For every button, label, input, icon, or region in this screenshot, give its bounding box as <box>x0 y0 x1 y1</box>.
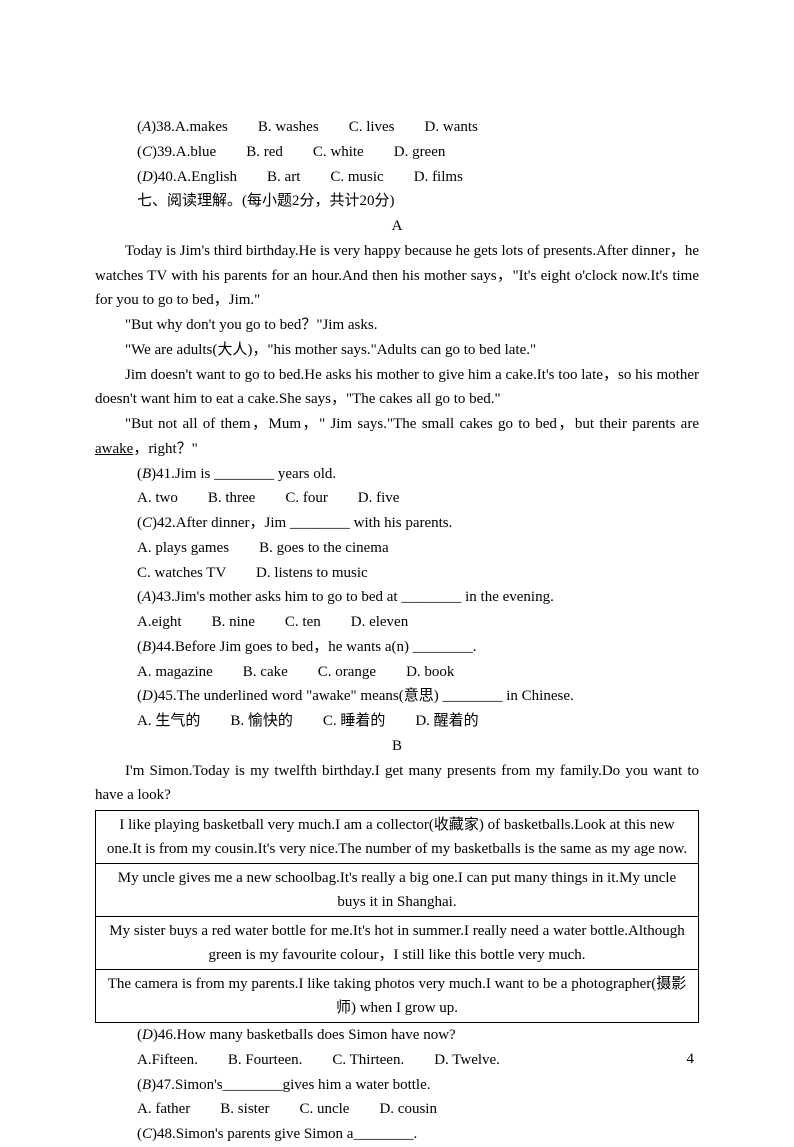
awake-word: awake <box>95 441 133 457</box>
section-7-title: 七、阅读理解。(每小题2分，共计20分) <box>95 189 699 214</box>
q47-ans: B <box>142 1077 151 1093</box>
passage-a-p5b: ，right？" <box>133 441 197 457</box>
q47-opts: A. father B. sister C. uncle D. cousin <box>95 1097 699 1122</box>
q41-opts: A. two B. three C. four D. five <box>95 486 699 511</box>
q38-a: )38.A.makes <box>151 119 228 135</box>
q42-opts2: C. watches TV D. listens to music <box>95 561 699 586</box>
passage-a-p2: "But why don't you go to bed？"Jim asks. <box>95 313 699 338</box>
passage-b-intro: I'm Simon.Today is my twelfth birthday.I… <box>95 759 699 809</box>
q38-d: D. wants <box>425 119 478 135</box>
passage-a-label: A <box>95 214 699 239</box>
q38-ans: A <box>142 119 151 135</box>
q39-c: C. white <box>313 144 364 160</box>
passage-a-p3: "We are adults(大人)，"his mother says."Adu… <box>95 338 699 363</box>
q39-a: )39.A.blue <box>152 144 216 160</box>
table-row: I like playing basketball very much.I am… <box>96 811 699 864</box>
q42-text: )42.After dinner，Jim ________ with his p… <box>152 515 452 531</box>
page-number: 4 <box>687 1051 695 1068</box>
q38-line: (A)38.A.makes B. washes C. lives D. want… <box>95 115 699 140</box>
q40-c: C. music <box>330 169 383 185</box>
q45-opts: A. 生气的 B. 愉快的 C. 睡着的 D. 醒着的 <box>95 709 699 734</box>
table-row: My sister buys a red water bottle for me… <box>96 917 699 970</box>
q40-line: (D)40.A.English B. art C. music D. films <box>95 165 699 190</box>
q40-b: B. art <box>267 169 300 185</box>
q44-opts: A. magazine B. cake C. orange D. book <box>95 660 699 685</box>
q48-ans: C <box>142 1126 152 1142</box>
page-content: (A)38.A.makes B. washes C. lives D. want… <box>0 0 794 1147</box>
q48-text: )48.Simon's parents give Simon a________… <box>152 1126 417 1142</box>
passage-b-label: B <box>95 734 699 759</box>
q42-ans: C <box>142 515 152 531</box>
q47-stem: (B)47.Simon's________gives him a water b… <box>95 1073 699 1098</box>
passage-a-p4: Jim doesn't want to go to bed.He asks hi… <box>95 363 699 413</box>
q45-stem: (D)45.The underlined word "awake" means(… <box>95 684 699 709</box>
q45-text: )45.The underlined word "awake" means(意思… <box>153 688 574 704</box>
q41-stem: (B)41.Jim is ________ years old. <box>95 462 699 487</box>
passage-b-table: I like playing basketball very much.I am… <box>95 810 699 1023</box>
q46-text: )46.How many basketballs does Simon have… <box>153 1027 456 1043</box>
q40-a: )40.A.English <box>153 169 237 185</box>
q46-opts: A.Fifteen. B. Fourteen. C. Thirteen. D. … <box>95 1048 699 1073</box>
passage-a-p5a: "But not all of them，Mum，" Jim says."The… <box>125 416 699 432</box>
q43-ans: A <box>142 589 151 605</box>
q39-b: B. red <box>246 144 283 160</box>
q40-ans: D <box>142 169 153 185</box>
q43-opts: A.eight B. nine C. ten D. eleven <box>95 610 699 635</box>
q39-ans: C <box>142 144 152 160</box>
q44-stem: (B)44.Before Jim goes to bed，he wants a(… <box>95 635 699 660</box>
q43-text: )43.Jim's mother asks him to go to bed a… <box>151 589 554 605</box>
q39-d: D. green <box>394 144 446 160</box>
q47-text: )47.Simon's________gives him a water bot… <box>151 1077 430 1093</box>
q44-ans: B <box>142 639 151 655</box>
q48-stem: (C)48.Simon's parents give Simon a______… <box>95 1122 699 1147</box>
q40-d: D. films <box>414 169 463 185</box>
q42-stem: (C)42.After dinner，Jim ________ with his… <box>95 511 699 536</box>
q46-ans: D <box>142 1027 153 1043</box>
q38-c: C. lives <box>349 119 395 135</box>
q38-b: B. washes <box>258 119 319 135</box>
q41-ans: B <box>142 466 151 482</box>
q45-ans: D <box>142 688 153 704</box>
q39-line: (C)39.A.blue B. red C. white D. green <box>95 140 699 165</box>
q42-opts1: A. plays games B. goes to the cinema <box>95 536 699 561</box>
q46-stem: (D)46.How many basketballs does Simon ha… <box>95 1023 699 1048</box>
q41-text: )41.Jim is ________ years old. <box>151 466 336 482</box>
passage-a-p1: Today is Jim's third birthday.He is very… <box>95 239 699 313</box>
q43-stem: (A)43.Jim's mother asks him to go to bed… <box>95 585 699 610</box>
q44-text: )44.Before Jim goes to bed，he wants a(n)… <box>151 639 476 655</box>
passage-a-p5: "But not all of them，Mum，" Jim says."The… <box>95 412 699 462</box>
table-row: My uncle gives me a new schoolbag.It's r… <box>96 864 699 917</box>
table-row: The camera is from my parents.I like tak… <box>96 970 699 1023</box>
